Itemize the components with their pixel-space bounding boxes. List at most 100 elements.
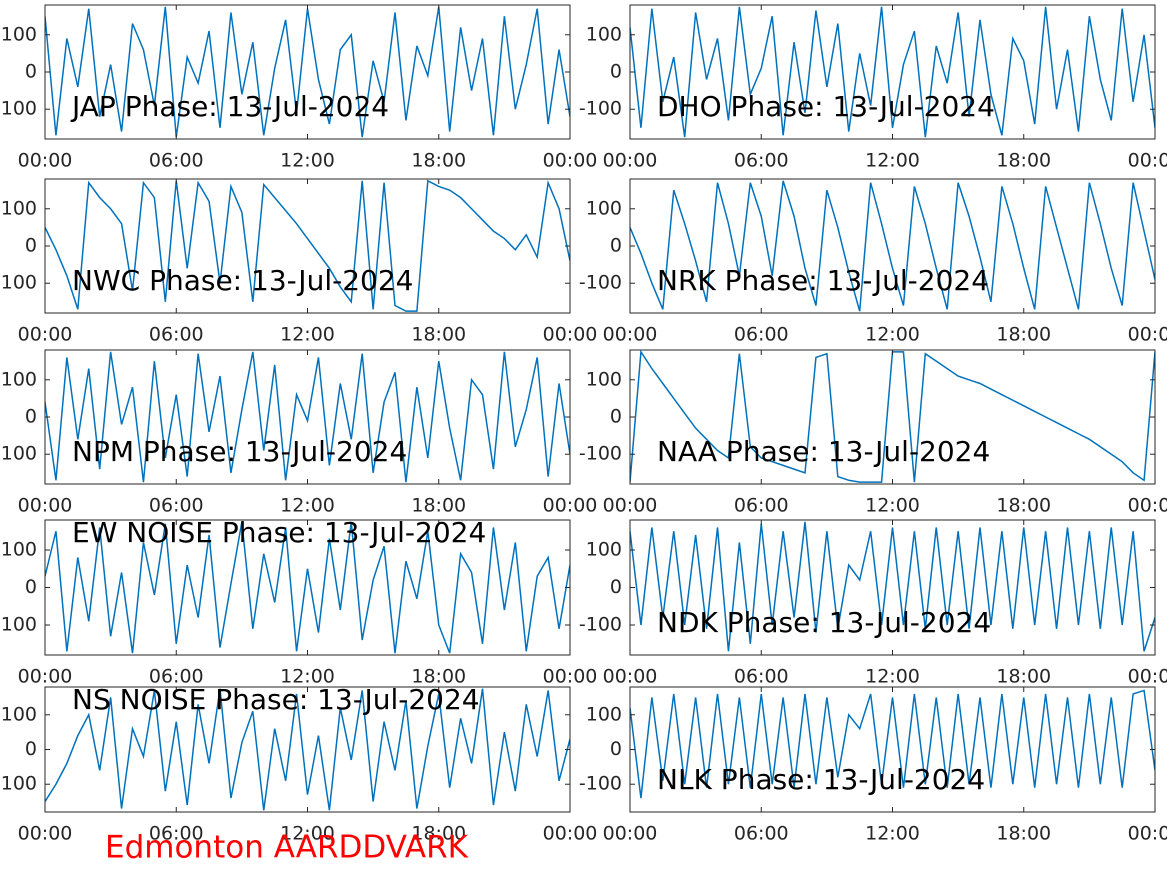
x-tick-label: 18:00 bbox=[996, 495, 1051, 517]
x-tick-label: 12:00 bbox=[865, 495, 920, 517]
x-tick-label: 06:00 bbox=[149, 150, 204, 172]
x-tick-label: 18:00 bbox=[996, 666, 1051, 688]
panel: -100 0 100 00:00 06:00 12:00 18:00 00:00 NLK Pha… bbox=[579, 686, 1167, 845]
y-tick-label: -100 bbox=[0, 614, 37, 636]
x-tick-label: 12:00 bbox=[280, 150, 335, 172]
x-tick-label: 18:00 bbox=[411, 150, 466, 172]
panel-title: NDK Phase: 13-Jul-2024 bbox=[657, 606, 991, 639]
data-line bbox=[630, 180, 1155, 312]
data-line bbox=[45, 688, 570, 811]
x-tick-label: 12:00 bbox=[865, 823, 920, 845]
x-tick-label: 00:00 bbox=[543, 495, 598, 517]
y-tick-label: 0 bbox=[610, 576, 622, 598]
y-tick-label: 100 bbox=[586, 368, 622, 390]
panel-title: NAA Phase: 13-Jul-2024 bbox=[657, 435, 990, 468]
y-tick-label: 100 bbox=[1, 539, 37, 561]
x-tick-label: 06:00 bbox=[149, 495, 204, 517]
y-tick-label: -100 bbox=[0, 443, 37, 465]
panel: -100 0 100 00:00 06:00 12:00 18:00 00:00 NRK Pha… bbox=[579, 178, 1167, 346]
y-tick-label: 0 bbox=[610, 61, 622, 83]
x-tick-label: 12:00 bbox=[280, 495, 335, 517]
x-tick-label: 06:00 bbox=[734, 324, 789, 346]
x-tick-label: 00:00 bbox=[603, 823, 658, 845]
y-tick-label: 0 bbox=[25, 235, 37, 257]
x-tick-label: 18:00 bbox=[996, 150, 1051, 172]
data-line bbox=[45, 179, 570, 312]
y-tick-label: 0 bbox=[25, 738, 37, 760]
x-tick-label: 00:00 bbox=[603, 495, 658, 517]
x-tick-label: 06:00 bbox=[149, 666, 204, 688]
panel-title: NS NOISE Phase: 13-Jul-2024 bbox=[72, 683, 480, 716]
x-tick-label: 06:00 bbox=[149, 823, 204, 845]
panel: -100 0 100 00:00 06:00 12:00 18:00 00:00 JAP Pha… bbox=[0, 4, 598, 172]
x-tick-label: 00:00 bbox=[1128, 823, 1167, 845]
y-tick-label: 0 bbox=[25, 576, 37, 598]
x-tick-label: 06:00 bbox=[734, 823, 789, 845]
x-tick-label: 06:00 bbox=[734, 495, 789, 517]
x-tick-label: 12:00 bbox=[865, 666, 920, 688]
panel: -100 0 100 00:00 06:00 12:00 18:00 00:00 NS NOIS… bbox=[0, 683, 597, 845]
y-tick-label: -100 bbox=[0, 272, 37, 294]
x-tick-label: 00:00 bbox=[543, 666, 598, 688]
data-line bbox=[630, 689, 1155, 799]
x-tick-label: 06:00 bbox=[734, 150, 789, 172]
x-tick-label: 12:00 bbox=[280, 666, 335, 688]
x-tick-label: 00:00 bbox=[1128, 150, 1167, 172]
figure-caption: Edmonton AARDDVARK bbox=[105, 830, 469, 866]
y-tick-label: -100 bbox=[579, 773, 622, 795]
y-tick-label: -100 bbox=[579, 272, 622, 294]
panel-title: NWC Phase: 13-Jul-2024 bbox=[72, 264, 413, 297]
x-tick-label: 00:00 bbox=[543, 823, 598, 845]
x-tick-label: 06:00 bbox=[149, 324, 204, 346]
y-tick-label: 100 bbox=[1, 703, 37, 725]
x-tick-label: 00:00 bbox=[18, 823, 73, 845]
x-tick-label: 00:00 bbox=[18, 495, 73, 517]
x-tick-label: 00:00 bbox=[1128, 324, 1167, 346]
x-tick-label: 00:00 bbox=[1128, 495, 1167, 517]
panel-title: NPM Phase: 13-Jul-2024 bbox=[72, 435, 407, 468]
data-line bbox=[45, 351, 570, 483]
x-tick-label: 12:00 bbox=[280, 823, 335, 845]
data-line bbox=[630, 521, 1155, 652]
x-tick-label: 18:00 bbox=[996, 324, 1051, 346]
x-tick-label: 18:00 bbox=[996, 823, 1051, 845]
y-tick-label: 0 bbox=[610, 738, 622, 760]
x-tick-label: 00:00 bbox=[1128, 666, 1167, 688]
x-tick-label: 00:00 bbox=[603, 666, 658, 688]
y-tick-label: 0 bbox=[25, 406, 37, 428]
y-tick-label: 0 bbox=[25, 61, 37, 83]
panel-title: NLK Phase: 13-Jul-2024 bbox=[657, 763, 985, 796]
y-tick-label: 100 bbox=[586, 703, 622, 725]
panel-title: JAP Phase: 13-Jul-2024 bbox=[70, 90, 389, 123]
panel: -100 0 100 00:00 06:00 12:00 18:00 00:00 DHO Pha… bbox=[579, 4, 1167, 172]
y-tick-label: 100 bbox=[1, 197, 37, 219]
x-tick-label: 00:00 bbox=[18, 150, 73, 172]
x-tick-label: 18:00 bbox=[411, 823, 466, 845]
panel: -100 0 100 00:00 06:00 12:00 18:00 00:00 NWC Pha… bbox=[0, 178, 597, 346]
x-tick-label: 00:00 bbox=[603, 324, 658, 346]
y-tick-label: 100 bbox=[1, 368, 37, 390]
x-tick-label: 00:00 bbox=[603, 150, 658, 172]
panel-title: NRK Phase: 13-Jul-2024 bbox=[657, 264, 989, 297]
x-tick-label: 06:00 bbox=[734, 666, 789, 688]
panel-title: EW NOISE Phase: 13-Jul-2024 bbox=[72, 516, 486, 549]
y-tick-label: -100 bbox=[0, 773, 37, 795]
x-tick-label: 12:00 bbox=[865, 324, 920, 346]
x-tick-label: 12:00 bbox=[280, 324, 335, 346]
x-tick-label: 00:00 bbox=[543, 150, 598, 172]
x-tick-label: 18:00 bbox=[411, 495, 466, 517]
x-tick-label: 18:00 bbox=[411, 324, 466, 346]
x-tick-label: 18:00 bbox=[411, 666, 466, 688]
y-tick-label: 100 bbox=[586, 23, 622, 45]
panel: -100 0 100 00:00 06:00 12:00 18:00 00:00 NAA Pha… bbox=[579, 349, 1167, 517]
y-tick-label: -100 bbox=[579, 614, 622, 636]
y-tick-label: -100 bbox=[0, 98, 37, 120]
y-tick-label: 100 bbox=[586, 197, 622, 219]
panel-title: DHO Phase: 13-Jul-2024 bbox=[657, 90, 995, 123]
x-tick-label: 12:00 bbox=[865, 150, 920, 172]
x-tick-label: 00:00 bbox=[18, 666, 73, 688]
y-tick-label: 0 bbox=[610, 235, 622, 257]
y-tick-label: 100 bbox=[586, 539, 622, 561]
